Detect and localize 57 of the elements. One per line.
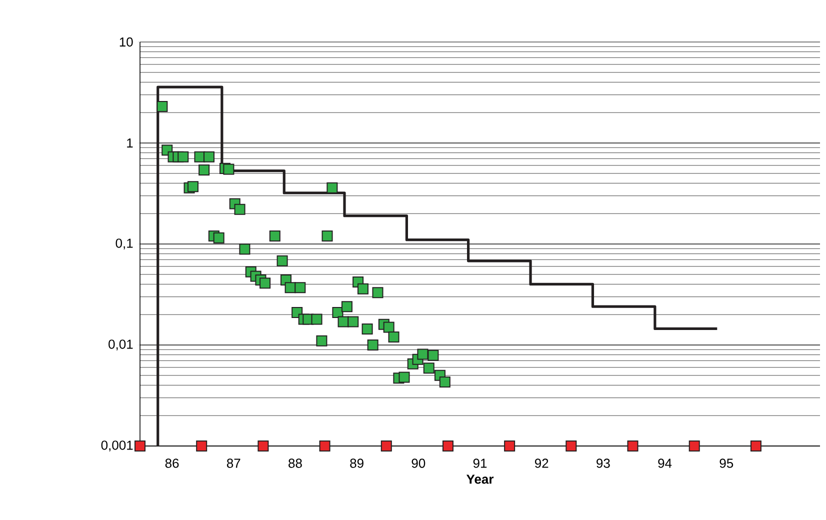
point (198, 164, 210, 176)
point (311, 314, 322, 325)
point (428, 350, 439, 361)
point (239, 244, 250, 255)
point (627, 440, 638, 452)
y-tick-label: 0,001 (101, 440, 133, 452)
x-tick-label: 91 (473, 458, 487, 468)
point (260, 278, 271, 289)
x-tick-label: 92 (534, 458, 548, 468)
point (326, 182, 338, 194)
x-tick-label: 86 (165, 458, 179, 468)
x-tick-label: 89 (350, 458, 364, 468)
point (566, 440, 577, 452)
x-tick-label: 88 (288, 458, 302, 468)
point (442, 440, 454, 452)
point (398, 372, 410, 383)
y-tick-label: 10 (120, 37, 133, 47)
x-axis-title: Year (466, 474, 494, 484)
x-tick-label: 95 (720, 458, 734, 468)
point (341, 301, 352, 312)
point (688, 440, 700, 452)
point (134, 440, 146, 452)
point (178, 151, 189, 162)
point (504, 440, 516, 452)
point (417, 348, 428, 360)
point (203, 151, 214, 162)
point (383, 322, 394, 333)
point (269, 230, 280, 242)
x-tick-label: 94 (658, 458, 672, 468)
point (322, 230, 333, 242)
point (439, 376, 450, 388)
point (367, 340, 378, 351)
point (196, 440, 208, 452)
point (316, 335, 328, 346)
point (348, 316, 359, 328)
point (276, 255, 288, 266)
point (187, 181, 198, 192)
x-tick-label: 90 (412, 458, 426, 468)
point (294, 282, 306, 294)
point (362, 324, 373, 335)
point (380, 440, 392, 452)
point (750, 440, 762, 452)
y-tick-label: 0,01 (108, 340, 133, 350)
point (223, 164, 234, 175)
point (156, 100, 168, 112)
x-tick-label: 87 (226, 458, 240, 468)
point (319, 440, 330, 452)
point (423, 362, 434, 374)
point (234, 204, 246, 215)
point (213, 232, 224, 244)
y-tick-label: 0,1 (116, 238, 133, 250)
x-tick-label: 93 (596, 458, 610, 468)
y-tick-label: 1 (127, 138, 133, 148)
point (372, 287, 384, 298)
point (258, 440, 269, 452)
point (357, 283, 368, 294)
point (388, 332, 400, 343)
